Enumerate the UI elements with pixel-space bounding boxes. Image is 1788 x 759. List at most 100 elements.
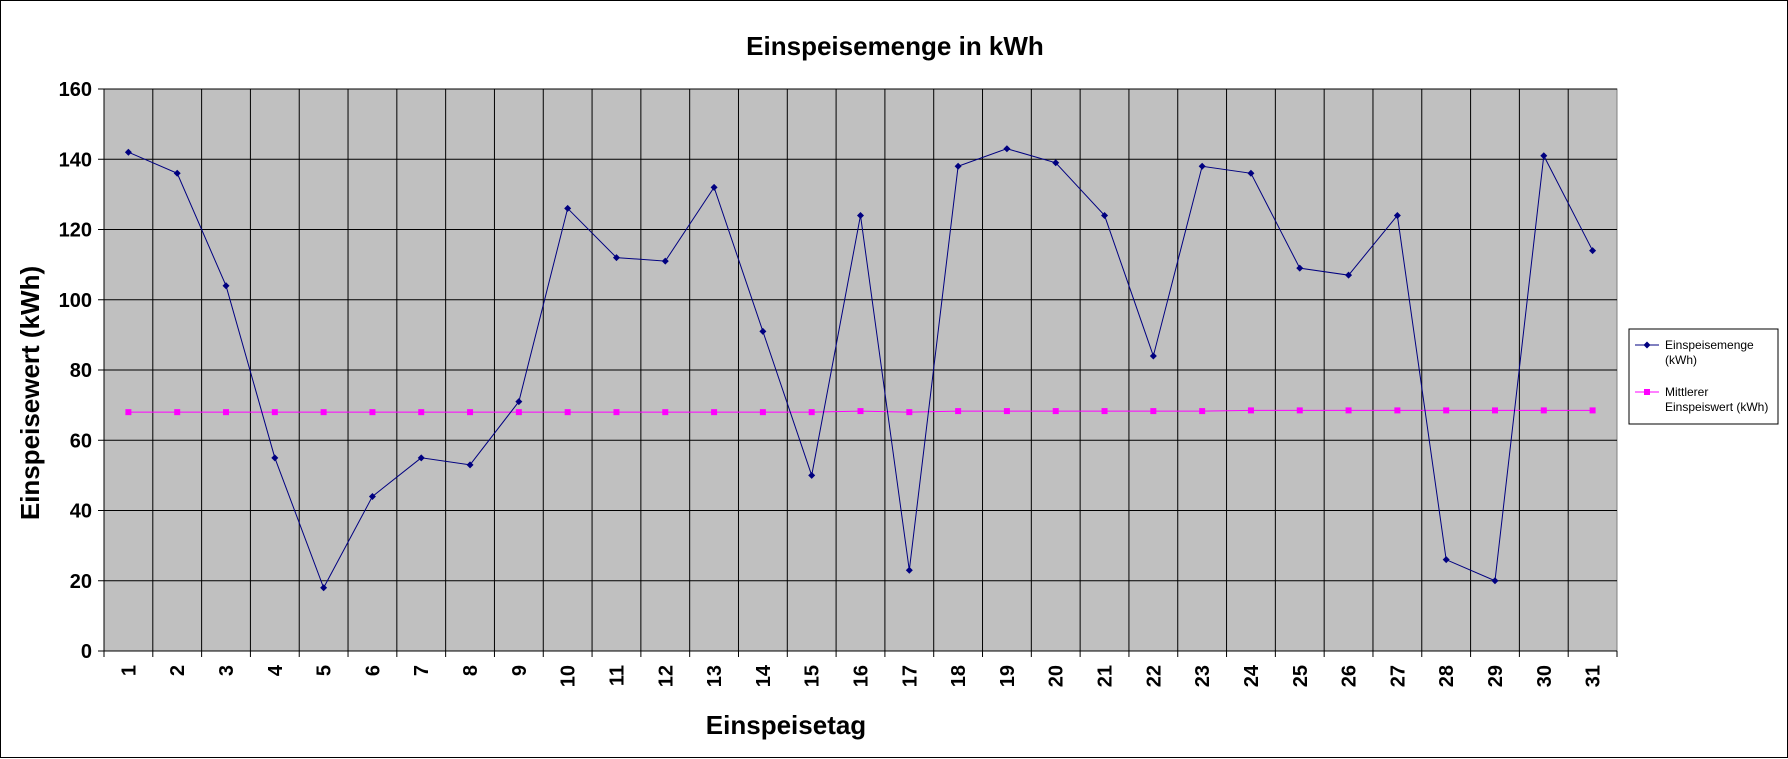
data-point-square	[808, 409, 815, 416]
data-point-square	[1003, 408, 1010, 415]
data-point-square	[418, 409, 425, 416]
series-group	[125, 407, 1596, 416]
data-point-square	[711, 409, 718, 416]
x-tick-label: 1	[118, 665, 140, 676]
x-tick-label: 6	[362, 665, 384, 676]
data-point-diamond	[1589, 247, 1597, 255]
data-point-diamond	[1491, 577, 1499, 585]
data-point-diamond	[466, 461, 474, 469]
data-point-diamond	[320, 584, 328, 592]
data-point-diamond	[1393, 211, 1401, 219]
data-point-diamond	[124, 148, 132, 156]
data-point-diamond	[1540, 152, 1548, 160]
data-point-square	[1540, 407, 1547, 414]
data-point-diamond	[710, 183, 718, 191]
x-tick-label: 17	[899, 665, 921, 687]
data-point-diamond	[222, 282, 230, 290]
data-point-diamond	[1198, 162, 1206, 170]
x-tick-label: 24	[1241, 664, 1263, 687]
data-point-diamond	[417, 454, 425, 462]
x-axis-title: Einspeisetag	[706, 710, 866, 740]
x-tick-label: 13	[704, 665, 726, 687]
chart-title: Einspeisemenge in kWh	[746, 31, 1044, 61]
data-point-diamond	[564, 204, 572, 212]
y-tick-label: 0	[81, 641, 92, 663]
y-axis: 0 20 40 60 80 100 120 140 160	[59, 79, 105, 663]
data-point-diamond	[1247, 169, 1255, 177]
y-axis-title: Einspeisewert (kWh)	[15, 266, 45, 520]
data-point-square	[515, 409, 522, 416]
x-tick-label: 23	[1192, 665, 1214, 687]
series-group	[124, 145, 1597, 592]
data-point-square	[320, 409, 327, 416]
data-point-square	[125, 409, 132, 416]
legend-label: Mittlerer	[1665, 385, 1708, 399]
data-point-square	[662, 409, 669, 416]
data-point-square	[467, 409, 474, 416]
data-point-square	[1644, 389, 1650, 395]
x-tick-label: 7	[411, 665, 433, 676]
x-tick-label: 16	[851, 665, 873, 687]
data-point-square	[1394, 407, 1401, 414]
data-point-square	[906, 409, 913, 416]
x-tick-label: 25	[1290, 665, 1312, 687]
y-tick-label: 20	[70, 571, 92, 593]
x-tick-label: 9	[509, 665, 531, 676]
data-point-diamond	[1296, 264, 1304, 272]
data-point-square	[271, 409, 278, 416]
legend-label: (kWh)	[1665, 353, 1697, 367]
data-point-diamond	[612, 254, 620, 262]
data-point-diamond	[1003, 145, 1011, 153]
x-tick-label: 5	[314, 665, 336, 676]
data-point-diamond	[1442, 556, 1450, 564]
data-point-square	[1052, 408, 1059, 415]
x-tick-label: 19	[997, 665, 1019, 687]
x-tick-label: 14	[753, 664, 775, 687]
x-tick-label: 20	[1046, 665, 1068, 687]
legend: Einspeisemenge(kWh) MittlererEinspeiswert…	[1628, 328, 1779, 425]
data-point-diamond	[1052, 159, 1060, 167]
plot-area	[103, 88, 1618, 652]
y-tick-label: 140	[59, 149, 92, 171]
data-point-square	[1296, 407, 1303, 414]
data-point-square	[1150, 408, 1157, 415]
x-tick-label: 4	[265, 664, 287, 676]
y-tick-label: 100	[59, 290, 92, 312]
data-point-diamond	[368, 492, 376, 500]
x-tick-label: 26	[1339, 665, 1361, 687]
data-point-diamond	[173, 169, 181, 177]
data-point-diamond	[759, 327, 767, 335]
x-tick-label: 22	[1143, 665, 1165, 687]
data-point-square	[1247, 407, 1254, 414]
data-point-square	[369, 409, 376, 416]
data-point-square	[1443, 407, 1450, 414]
data-point-square	[1589, 407, 1596, 414]
data-point-square	[1345, 407, 1352, 414]
data-point-square	[223, 409, 230, 416]
y-tick-label: 80	[70, 360, 92, 382]
y-tick-label: 40	[70, 501, 92, 523]
x-tick-label: 15	[802, 665, 824, 687]
data-point-diamond	[1643, 341, 1651, 349]
legend-label: Einspeiswert (kWh)	[1665, 400, 1768, 414]
legend-label: Einspeisemenge	[1665, 338, 1754, 352]
data-point-square	[174, 409, 181, 416]
y-tick-label: 60	[70, 430, 92, 452]
data-point-diamond	[515, 398, 523, 406]
x-tick-label: 11	[606, 665, 628, 686]
x-tick-label: 28	[1436, 665, 1458, 687]
data-point-diamond	[857, 211, 864, 219]
x-tick-label: 30	[1534, 665, 1556, 687]
data-point-diamond	[905, 566, 913, 574]
data-point-square	[759, 409, 766, 416]
data-point-diamond	[661, 257, 669, 265]
x-tick-label: 3	[216, 665, 238, 676]
data-point-square	[857, 408, 864, 415]
data-point-square	[613, 409, 620, 416]
data-point-diamond	[808, 471, 816, 479]
x-tick-label: 29	[1485, 665, 1507, 687]
data-point-square	[1101, 408, 1108, 415]
x-axis: 1 2 3 4 5 6 7 8 9 10 11 12 13 14 15 16 17 18 19 20 21 22 23 24 2…	[103, 650, 1618, 687]
